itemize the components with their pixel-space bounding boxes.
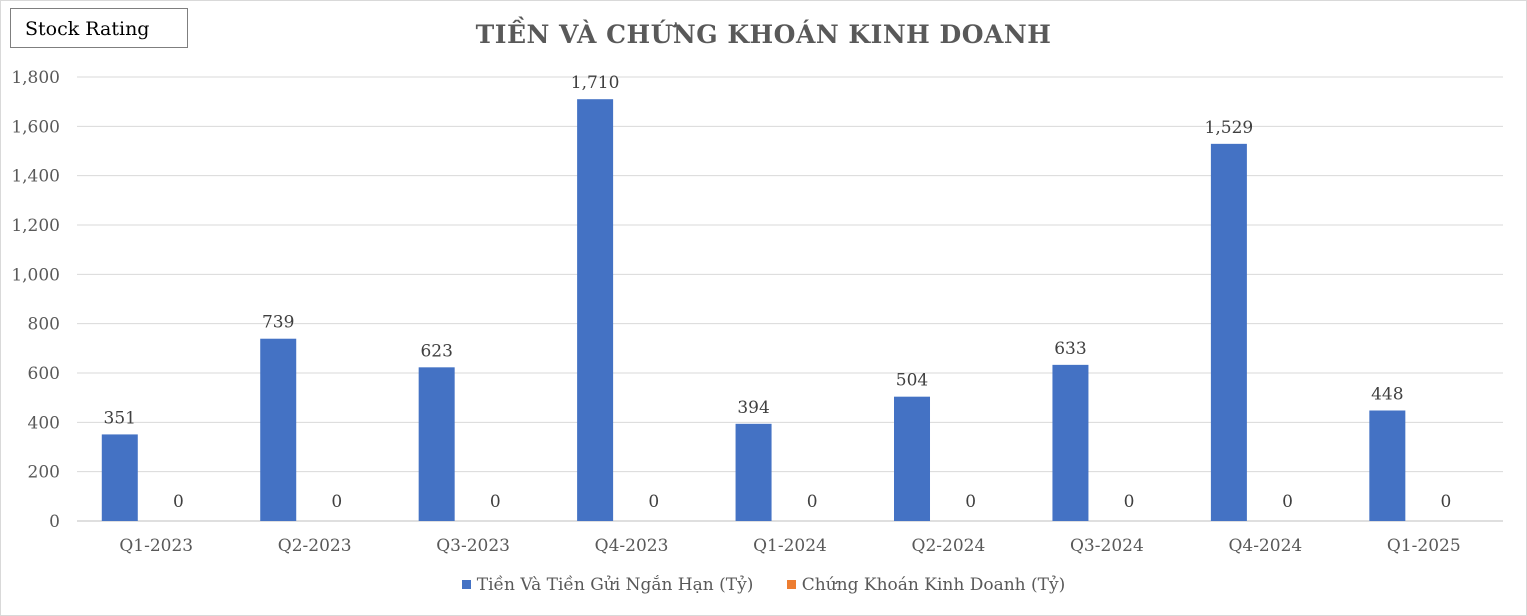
x-tick-label: Q1-2023 <box>119 536 193 556</box>
chart-legend: Tiền Và Tiền Gửi Ngắn Hạn (Tỷ) Chứng Kho… <box>0 574 1527 595</box>
x-tick-label: Q2-2024 <box>912 536 986 556</box>
data-label-securities: 0 <box>648 492 659 512</box>
data-label-securities: 0 <box>1441 492 1452 512</box>
y-tick-label: 200 <box>28 463 60 483</box>
data-label-securities: 0 <box>490 492 501 512</box>
data-label-cash: 448 <box>1371 384 1403 404</box>
bar-cash <box>894 396 931 521</box>
data-label-securities: 0 <box>173 492 184 512</box>
x-tick-label: Q1-2025 <box>1387 536 1461 556</box>
y-tick-label: 0 <box>49 512 60 532</box>
y-tick-label: 1,800 <box>11 68 60 88</box>
stock-rating-badge: Stock Rating <box>10 8 188 48</box>
bar-cash <box>1052 364 1089 521</box>
data-label-securities: 0 <box>1282 492 1293 512</box>
x-tick-label: Q3-2024 <box>1070 536 1144 556</box>
data-label-cash: 1,529 <box>1205 118 1254 138</box>
bar-cash <box>101 434 138 521</box>
bar-cash <box>260 338 297 521</box>
data-label-cash: 351 <box>104 408 136 428</box>
data-label-cash: 633 <box>1054 339 1086 359</box>
chart-title: TIỀN VÀ CHỨNG KHOÁN KINH DOANH <box>475 20 1052 49</box>
data-label-cash: 1,710 <box>571 73 620 93</box>
data-label-cash: 504 <box>896 371 928 391</box>
data-label-securities: 0 <box>807 492 818 512</box>
y-tick-label: 1,000 <box>11 265 60 285</box>
data-label-securities: 0 <box>1124 492 1135 512</box>
bar-cash <box>577 99 614 521</box>
y-tick-label: 1,400 <box>11 167 60 187</box>
legend-swatch-cash <box>461 580 471 589</box>
data-label-cash: 739 <box>262 313 294 333</box>
y-tick-label: 800 <box>28 315 60 335</box>
data-label-cash: 394 <box>737 398 769 418</box>
x-tick-label: Q4-2024 <box>1228 536 1302 556</box>
bar-cash <box>1369 410 1406 521</box>
bar-cash <box>418 367 455 521</box>
legend-swatch-securities <box>786 580 796 589</box>
bar-cash <box>1210 143 1247 521</box>
legend-label-securities: Chứng Khoán Kinh Doanh (Tỷ) <box>801 574 1066 595</box>
data-label-securities: 0 <box>331 492 342 512</box>
x-tick-label: Q3-2023 <box>436 536 510 556</box>
legend-item-cash: Tiền Và Tiền Gửi Ngắn Hạn (Tỷ) <box>461 574 754 595</box>
y-tick-label: 600 <box>28 364 60 384</box>
y-tick-label: 1,600 <box>11 117 60 137</box>
data-label-securities: 0 <box>965 492 976 512</box>
bar-cash <box>735 423 772 521</box>
data-label-cash: 623 <box>420 341 452 361</box>
y-tick-label: 1,200 <box>11 216 60 236</box>
legend-label-cash: Tiền Và Tiền Gửi Ngắn Hạn (Tỷ) <box>476 574 754 595</box>
x-tick-label: Q2-2023 <box>278 536 352 556</box>
x-tick-label: Q1-2024 <box>753 536 827 556</box>
legend-item-securities: Chứng Khoán Kinh Doanh (Tỷ) <box>786 574 1066 595</box>
y-tick-label: 400 <box>28 413 60 433</box>
x-tick-label: Q4-2023 <box>595 536 669 556</box>
